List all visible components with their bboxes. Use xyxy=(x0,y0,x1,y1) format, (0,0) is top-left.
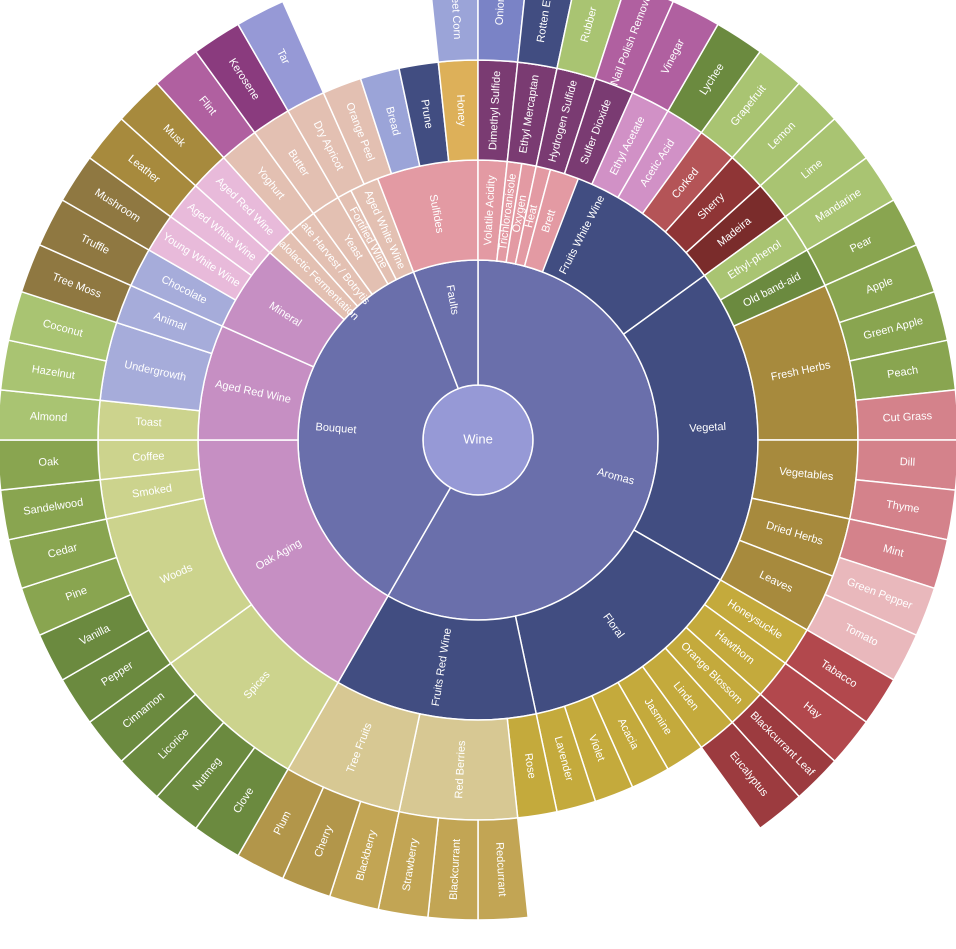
wine-sunburst-chart: WineAromasBouquetFaultsFruits White Wine… xyxy=(0,0,956,949)
center-label: Wine xyxy=(463,431,493,446)
l4-Redcurrant[interactable] xyxy=(478,818,528,920)
l4-Sweet Corn[interactable] xyxy=(428,0,478,62)
